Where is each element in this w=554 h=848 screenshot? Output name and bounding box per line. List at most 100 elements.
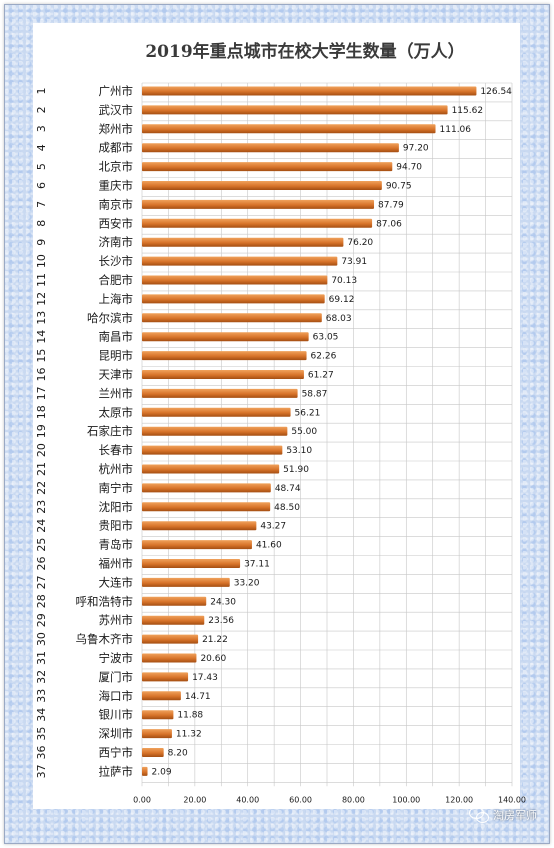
wechat-icon — [469, 807, 489, 823]
category-label: 武汉市 — [99, 103, 134, 117]
bar — [142, 672, 189, 682]
data-label: 53.10 — [286, 446, 312, 456]
label-layer: 广州市 1 126.54 武汉市 2 115.62 郑州市 3 111.06 成都市 4 97.20 北… — [35, 84, 512, 778]
bar — [142, 766, 148, 776]
x-axis: 0.00 20.00 40.00 60.00 80.00 100.00 120.00 140.… — [133, 795, 526, 804]
data-label: 94.70 — [396, 163, 422, 173]
rank-label: 9 — [35, 239, 48, 246]
data-label: 11.32 — [176, 730, 202, 740]
rank-label: 26 — [35, 557, 48, 571]
x-tick-label: 40.00 — [236, 795, 259, 804]
data-label: 8.20 — [168, 749, 188, 759]
data-label: 41.60 — [256, 541, 282, 551]
bar-layer — [142, 86, 477, 776]
category-label: 济南市 — [99, 235, 134, 249]
category-label: 福州市 — [99, 557, 134, 571]
chart-title: 2019年重点城市在校大学生数量（万人） — [145, 41, 464, 62]
data-label: 2.09 — [152, 767, 172, 777]
rank-label: 10 — [35, 254, 48, 268]
category-label: 南京市 — [99, 197, 134, 211]
rank-label: 15 — [35, 349, 48, 363]
bar — [142, 294, 325, 304]
bar-chart: 2019年重点城市在校大学生数量（万人） 广州市 1 126.54 武汉市 2 115.6… — [33, 23, 526, 809]
data-label: 97.20 — [403, 144, 429, 154]
data-label: 87.79 — [378, 200, 404, 210]
bar — [142, 237, 344, 247]
bar — [142, 407, 291, 417]
rank-label: 11 — [35, 273, 48, 287]
category-label: 呼和浩特市 — [76, 594, 134, 608]
bar — [142, 275, 328, 285]
rank-label: 21 — [35, 462, 48, 476]
rank-label: 36 — [35, 746, 48, 760]
rank-label: 1 — [35, 88, 48, 95]
rank-label: 29 — [35, 613, 48, 627]
bar — [142, 748, 164, 757]
category-label: 天津市 — [99, 368, 134, 382]
bar — [142, 426, 288, 436]
bar — [142, 559, 241, 568]
data-label: 115.62 — [452, 106, 484, 116]
data-label: 37.11 — [244, 560, 270, 570]
bar — [142, 162, 393, 172]
data-label: 68.03 — [326, 314, 352, 324]
rank-label: 8 — [35, 220, 48, 227]
data-label: 70.13 — [331, 276, 357, 286]
category-label: 哈尔滨市 — [87, 311, 133, 325]
data-label: 76.20 — [347, 238, 373, 248]
bar — [142, 445, 283, 455]
bar — [142, 124, 436, 134]
category-label: 合肥市 — [99, 273, 134, 287]
bar — [142, 540, 252, 550]
bar — [142, 181, 382, 190]
category-label: 杭州市 — [99, 462, 134, 476]
x-tick-label: 60.00 — [289, 795, 312, 804]
category-label: 郑州市 — [99, 122, 134, 136]
bar — [142, 388, 298, 398]
x-tick-label: 120.00 — [445, 795, 473, 804]
data-label: 63.05 — [313, 333, 339, 343]
data-label: 69.12 — [329, 295, 355, 305]
category-label: 西宁市 — [99, 746, 134, 760]
bar — [142, 577, 230, 587]
rank-label: 33 — [35, 689, 48, 703]
category-label: 长沙市 — [99, 254, 134, 268]
category-label: 兰州市 — [99, 386, 134, 400]
rank-label: 28 — [35, 594, 48, 608]
bar — [142, 218, 373, 228]
category-label: 拉萨市 — [99, 764, 134, 778]
rank-label: 30 — [35, 632, 48, 646]
bar — [142, 143, 399, 153]
bar — [142, 370, 304, 379]
rank-label: 35 — [35, 727, 48, 741]
bar — [142, 86, 477, 96]
bar — [142, 464, 280, 474]
bar — [142, 351, 307, 361]
category-label: 南宁市 — [99, 481, 134, 495]
rank-label: 4 — [35, 144, 48, 151]
data-label: 73.91 — [341, 257, 367, 267]
data-label: 20.60 — [200, 654, 226, 664]
x-tick-label: 0.00 — [133, 795, 151, 804]
rank-label: 31 — [35, 651, 48, 665]
rank-label: 2 — [35, 106, 48, 113]
bar — [142, 615, 205, 625]
data-label: 62.26 — [311, 352, 337, 362]
bar — [142, 729, 172, 739]
bar — [142, 199, 375, 209]
data-label: 23.56 — [208, 616, 234, 626]
rank-label: 22 — [35, 481, 48, 495]
category-label: 长春市 — [99, 443, 134, 457]
data-label: 56.21 — [295, 408, 321, 418]
bar — [142, 502, 271, 512]
rank-label: 24 — [35, 519, 48, 533]
rank-label: 14 — [35, 330, 48, 344]
category-label: 青岛市 — [99, 538, 134, 552]
data-label: 58.87 — [302, 389, 328, 399]
rank-label: 3 — [35, 125, 48, 132]
rank-label: 6 — [35, 182, 48, 189]
data-label: 24.30 — [210, 597, 236, 607]
category-label: 重庆市 — [99, 179, 134, 193]
rank-label: 13 — [35, 311, 48, 325]
category-label: 南昌市 — [99, 330, 134, 344]
